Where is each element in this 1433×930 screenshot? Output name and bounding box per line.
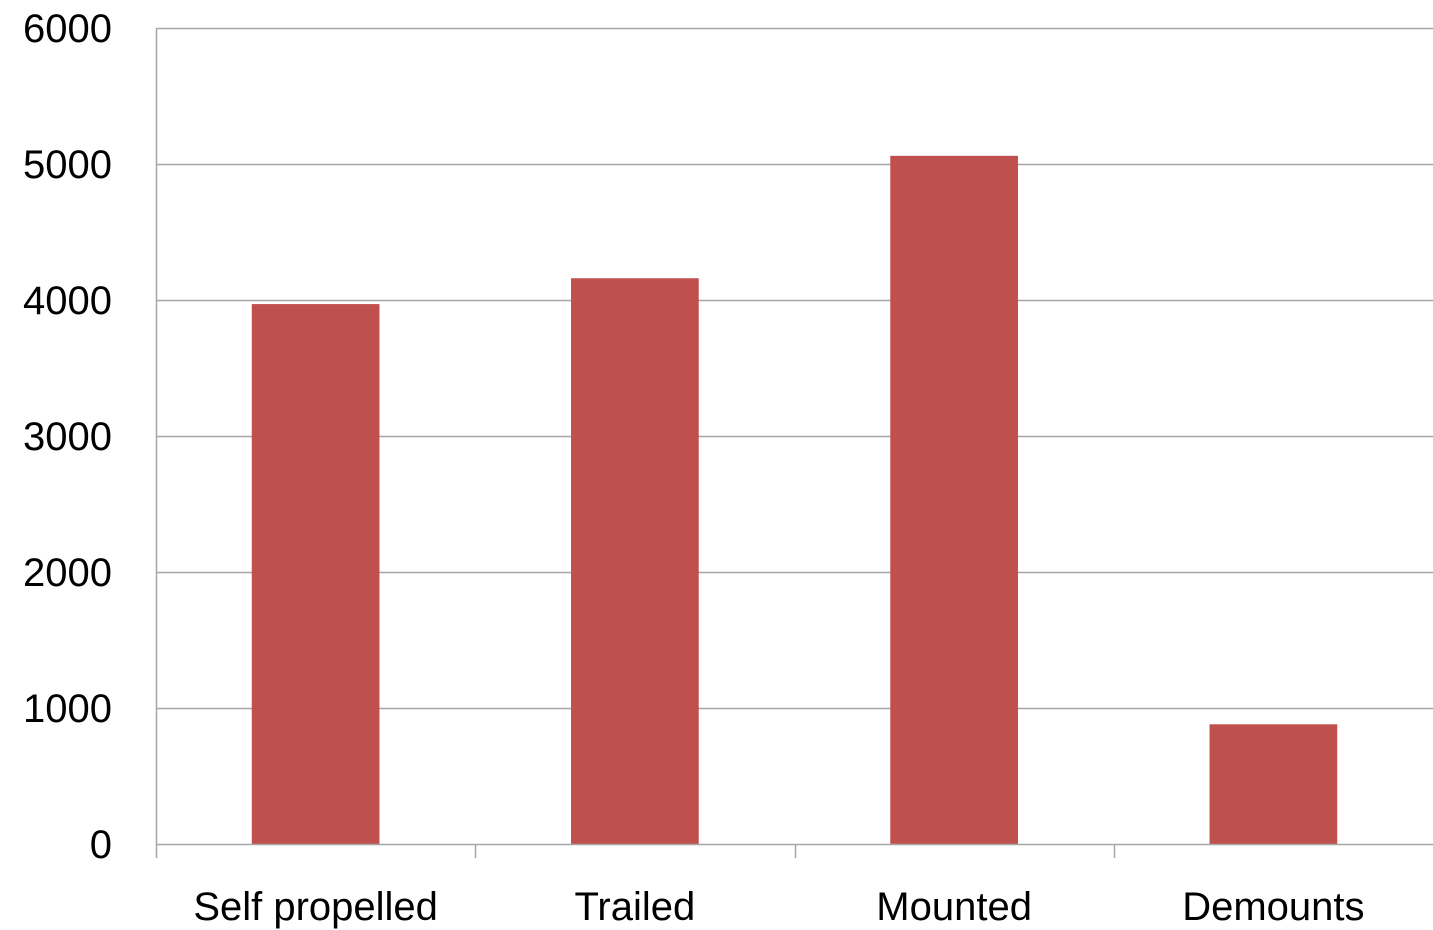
y-tick-label: 2000 xyxy=(23,551,112,595)
bar-demounts xyxy=(1209,724,1338,844)
x-tick-labels: Self propelled Trailed Mounted Demounts xyxy=(193,885,1364,929)
y-tick-label: 4000 xyxy=(23,279,112,323)
y-tick-labels: 0 1000 2000 3000 4000 5000 6000 xyxy=(23,7,112,867)
axes xyxy=(155,28,1433,858)
x-tick-label: Demounts xyxy=(1182,885,1364,929)
x-tick-label: Self propelled xyxy=(193,885,438,929)
x-tick-label: Trailed xyxy=(574,885,695,929)
y-tick-label: 1000 xyxy=(23,687,112,731)
y-tick-label: 0 xyxy=(90,823,112,867)
x-tick-label: Mounted xyxy=(876,885,1032,929)
y-tick-label: 5000 xyxy=(23,143,112,187)
bar-self-propelled xyxy=(251,304,380,845)
bars xyxy=(251,155,1338,845)
y-tick-label: 6000 xyxy=(23,7,112,51)
bar-trailed xyxy=(571,278,699,844)
y-tick-label: 3000 xyxy=(23,415,112,459)
bar-mounted xyxy=(890,155,1018,845)
